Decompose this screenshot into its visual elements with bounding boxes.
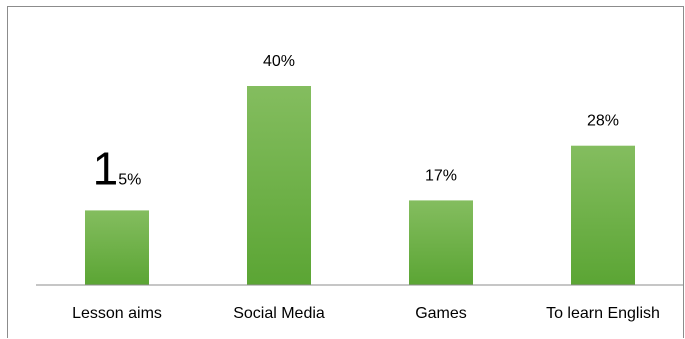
data-label: 15% [93, 142, 142, 194]
bar-social-media [247, 86, 311, 285]
bars-layer [85, 86, 635, 285]
data-label-lead: 1 [93, 142, 119, 194]
data-label: 40% [263, 53, 295, 70]
bar-lesson-aims [85, 210, 149, 285]
data-label-rest: 5% [118, 171, 141, 188]
data-label: 28% [587, 113, 619, 130]
category-labels: Lesson aims Social Media Games To learn Eng… [72, 305, 660, 322]
category-label: Games [415, 305, 467, 322]
labels-layer: 15% 40% 17% 28% [93, 53, 619, 194]
category-label: Social Media [233, 305, 325, 322]
bar-games [409, 200, 473, 285]
category-label: Lesson aims [72, 305, 162, 322]
category-label: To learn English [546, 305, 660, 322]
bar-to-learn-english [571, 145, 635, 285]
data-label: 17% [425, 167, 457, 184]
